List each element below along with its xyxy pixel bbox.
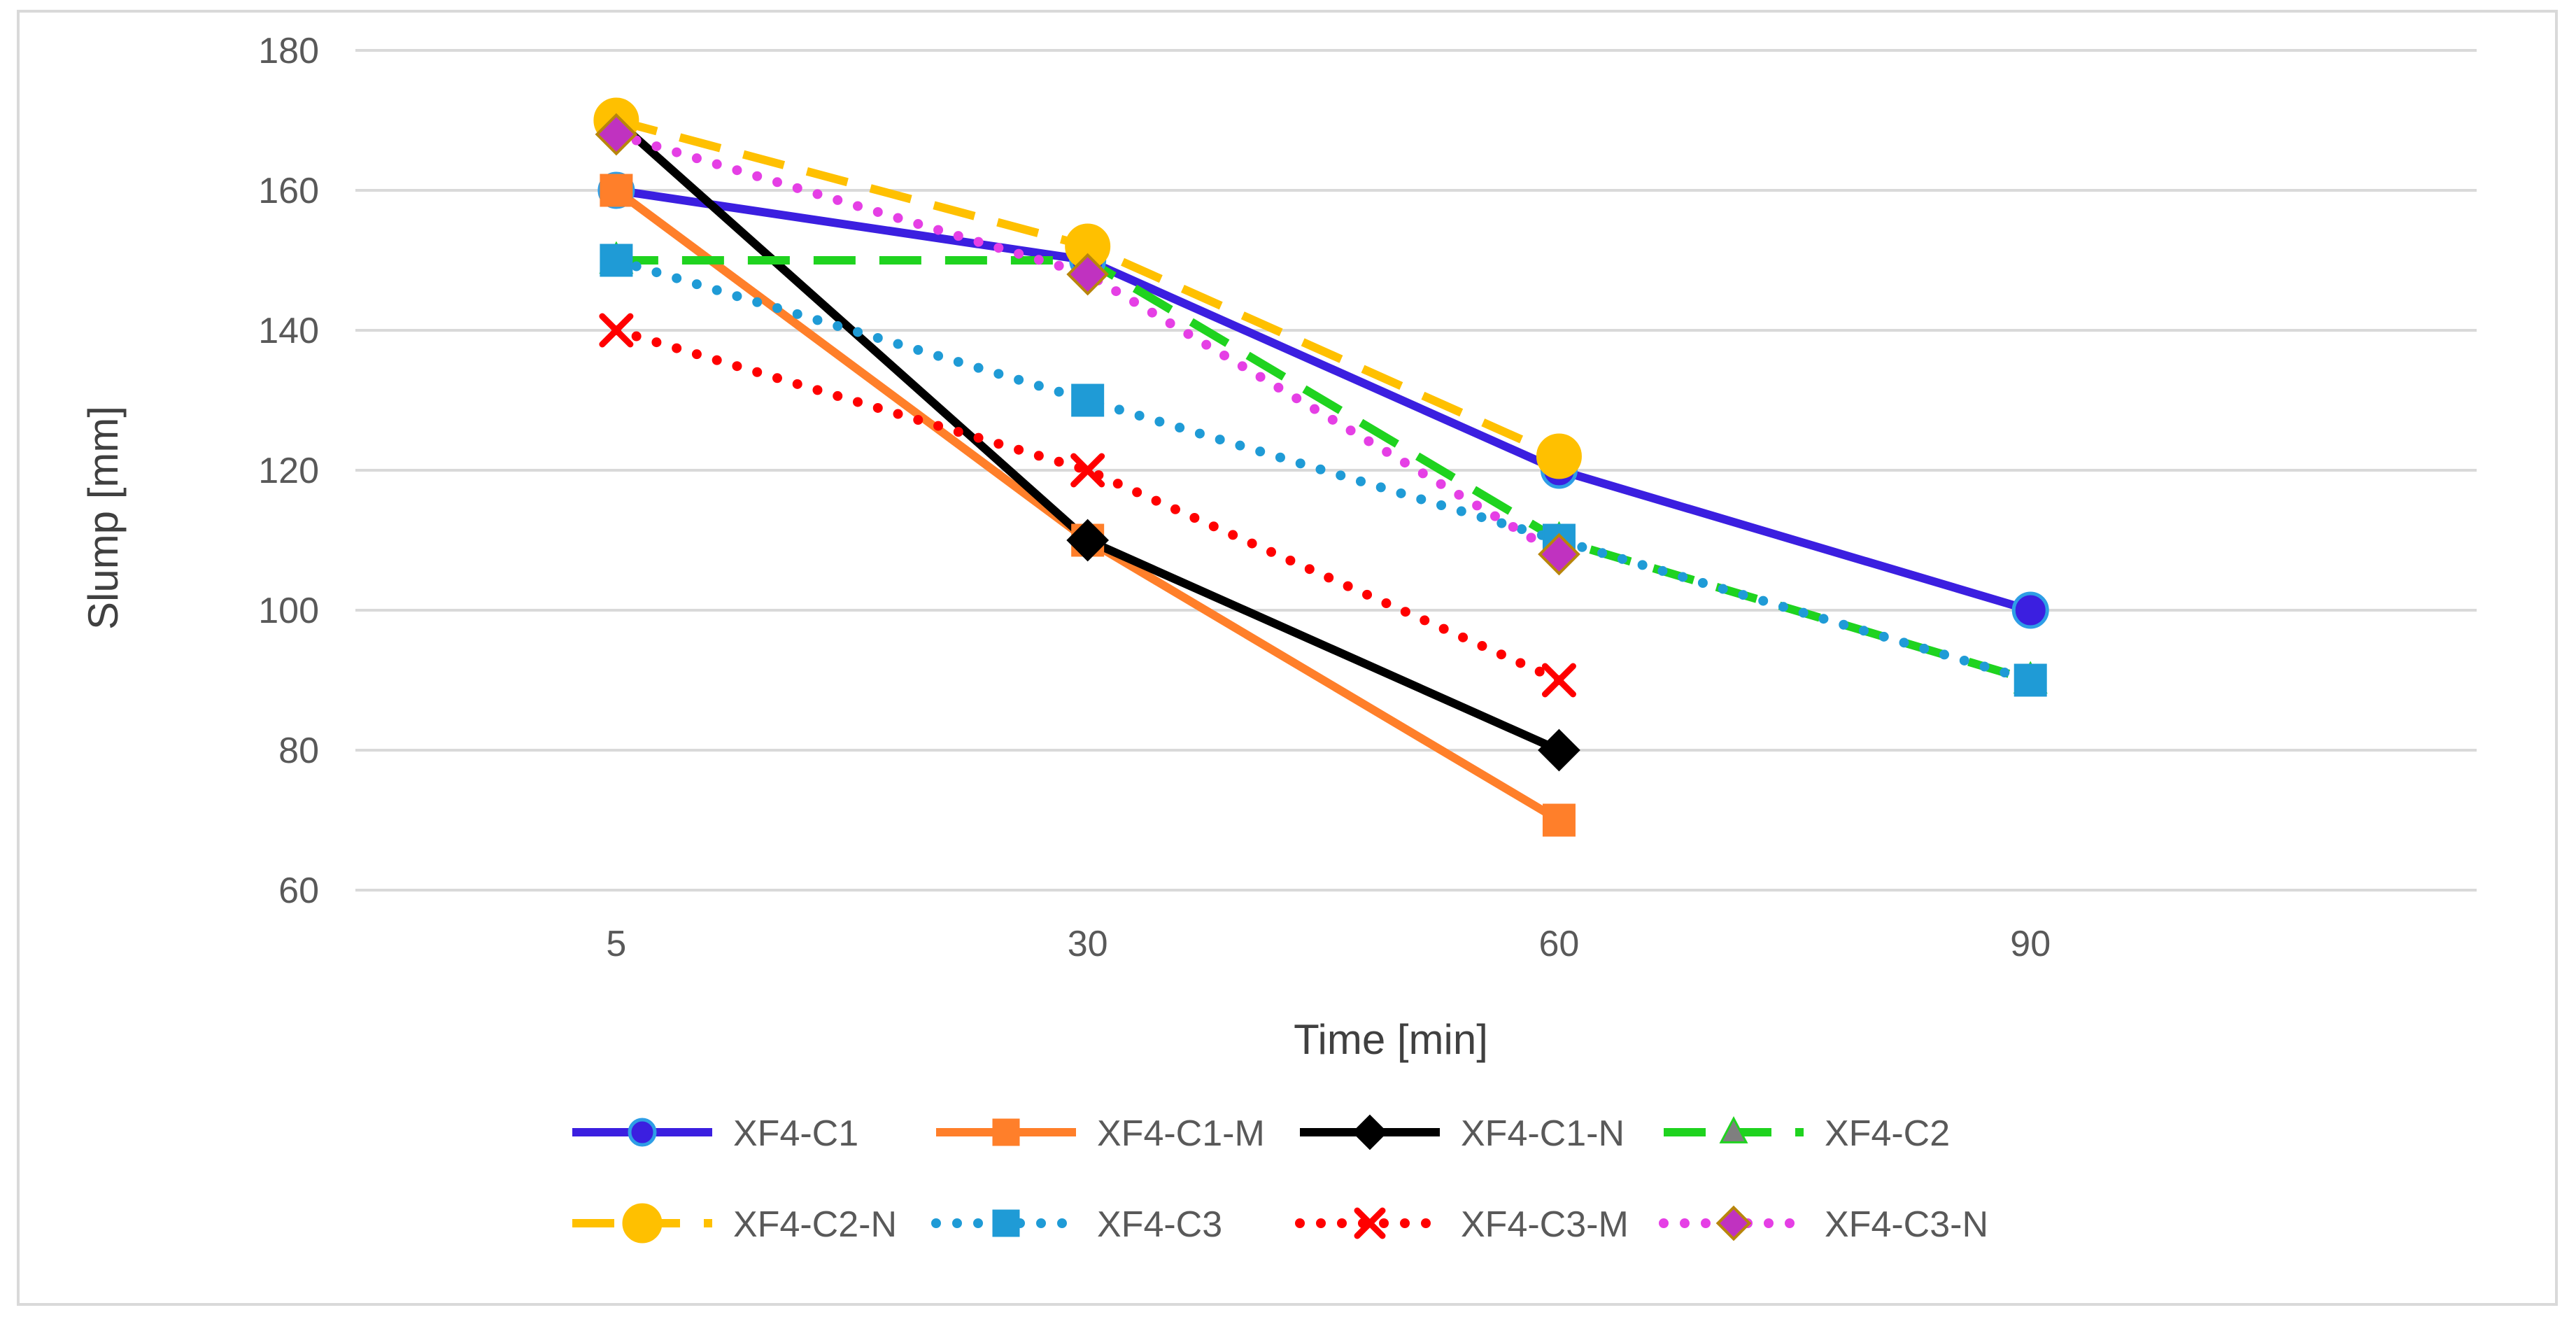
legend-item-xf4-c3-n: XF4-C3-N xyxy=(1659,1204,1988,1245)
y-axis-tick-labels: 60 80 100 120 140 160 180 xyxy=(258,31,319,911)
series-line-xf4-c3 xyxy=(611,255,2036,685)
x-tick-label: 30 xyxy=(1068,924,1108,964)
legend-marker xyxy=(992,1209,1020,1237)
legend-marker xyxy=(622,1203,663,1244)
y-tick-label: 180 xyxy=(258,31,319,71)
legend-label: XF4-C3 xyxy=(1097,1204,1222,1245)
x-tick-label: 60 xyxy=(1539,924,1580,964)
data-point-xf4-c3 xyxy=(2014,663,2047,697)
legend-item-xf4-c3: XF4-C3 xyxy=(931,1204,1222,1245)
data-point-xf4-c3-n xyxy=(1538,533,1580,576)
x-axis-tick-labels: 5 30 60 90 xyxy=(606,924,2051,964)
series-line-xf4-c1 xyxy=(616,186,2032,614)
data-point-xf4-c1-n xyxy=(1538,728,1580,772)
slump-line-chart: 60 80 100 120 140 160 180 5 30 60 90 Slump [mm] T… xyxy=(80,31,2477,1245)
legend-item-xf4-c1: XF4-C1 xyxy=(572,1113,858,1154)
data-point-xf4-c3-n xyxy=(595,113,638,156)
legend-item-xf4-c2: XF4-C2 xyxy=(1664,1113,1950,1154)
x-tick-label: 90 xyxy=(2010,924,2051,964)
legend-marker xyxy=(1352,1114,1388,1150)
legend-item-xf4-c2-n: XF4-C2-N xyxy=(572,1203,897,1245)
series-line-xf4-c3-n xyxy=(611,129,1564,559)
y-tick-label: 100 xyxy=(258,591,319,631)
y-tick-label: 80 xyxy=(278,731,319,771)
data-point-xf4-c2-n xyxy=(1536,433,1582,479)
y-tick-label: 160 xyxy=(258,171,319,211)
legend-marker xyxy=(1715,1205,1752,1241)
legend-label: XF4-C3-N xyxy=(1825,1204,1988,1245)
legend-marker xyxy=(628,1118,657,1147)
series-line-xf4-c3-m xyxy=(611,325,1564,685)
gridlines xyxy=(355,49,2477,892)
legend-label: XF4-C1-M xyxy=(1097,1113,1265,1154)
data-point-xf4-c1 xyxy=(2011,591,2049,629)
x-marker-stroke xyxy=(1354,1207,1386,1239)
y-tick-label: 60 xyxy=(278,871,319,911)
legend-label: XF4-C2 xyxy=(1825,1113,1950,1154)
legend: XF4-C1 XF4-C1-M XF4-C1-N XF4-C2 XF4-C2-N XF4-… xyxy=(572,1113,1988,1245)
data-point-xf4-c1-m xyxy=(1542,803,1576,837)
legend-label: XF4-C1 xyxy=(733,1113,858,1154)
data-point-xf4-c3-m xyxy=(1070,453,1105,488)
x-tick-label: 5 xyxy=(606,924,626,964)
legend-marker xyxy=(1719,1115,1748,1143)
legend-marker xyxy=(992,1118,1020,1146)
chart-frame: 60 80 100 120 140 160 180 5 30 60 90 Slump [mm] T… xyxy=(17,10,2558,1306)
x-marker-stroke xyxy=(599,313,634,348)
data-point-xf4-c3-m xyxy=(1541,663,1576,698)
data-point-xf4-c3 xyxy=(600,244,633,277)
series-markers xyxy=(593,97,2049,837)
legend-item-xf4-c3-m: XF4-C3-M xyxy=(1295,1204,1629,1245)
data-point-xf4-c3 xyxy=(1071,383,1105,417)
legend-label: XF4-C3-M xyxy=(1461,1204,1629,1245)
x-axis-title: Time [min] xyxy=(1294,1016,1488,1063)
legend-marker xyxy=(1354,1207,1386,1239)
legend-item-xf4-c1-m: XF4-C1-M xyxy=(936,1113,1265,1154)
y-tick-label: 120 xyxy=(258,451,319,491)
data-point-xf4-c1-n xyxy=(1066,519,1109,562)
legend-label: XF4-C2-N xyxy=(733,1204,897,1245)
y-axis-title: Slump [mm] xyxy=(80,406,127,630)
data-point-xf4-c1-m xyxy=(600,174,633,207)
y-tick-label: 140 xyxy=(258,311,319,351)
legend-label: XF4-C1-N xyxy=(1461,1113,1625,1154)
data-point-xf4-c3-n xyxy=(1066,253,1109,296)
data-point-xf4-c3-m xyxy=(599,313,634,348)
x-marker-stroke xyxy=(1541,663,1576,698)
series-line-xf4-c2 xyxy=(616,256,2032,684)
legend-item-xf4-c1-n: XF4-C1-N xyxy=(1300,1113,1625,1154)
x-marker-stroke xyxy=(1070,453,1105,488)
